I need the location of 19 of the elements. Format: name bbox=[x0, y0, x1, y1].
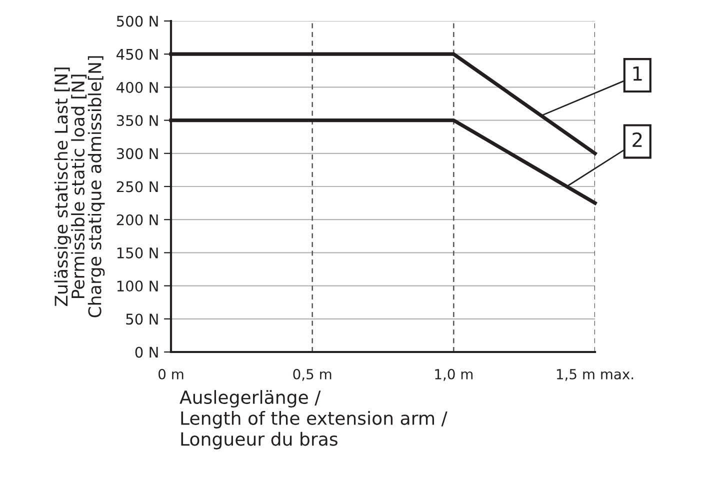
y-axis-title: Zulässige statische Last [N] Permissible static load [N] Charge statique admissible[N] bbox=[54, 56, 105, 318]
y-tick-label: 50 N bbox=[126, 314, 158, 325]
x-tick-label: 1,0 m bbox=[435, 368, 473, 381]
y-tick-label: 250 N bbox=[116, 181, 158, 192]
y-tick-label: 150 N bbox=[117, 247, 158, 258]
text: 1 bbox=[633, 66, 642, 81]
y-tick-label: 200 N bbox=[116, 214, 158, 226]
y-tick-label: 500 N bbox=[116, 16, 158, 27]
y-tick-label: 300 N bbox=[116, 148, 158, 160]
y-tick-label: 0 N bbox=[135, 346, 158, 358]
x-tick-label: 0,5 m bbox=[293, 368, 332, 381]
y-tick-label: 400 N bbox=[116, 82, 158, 93]
x-axis-title: Auslegerlänge / Length of the extension arm / Longueur du bras bbox=[180, 390, 448, 450]
y-tick-label: 450 N bbox=[116, 48, 158, 60]
y-tick-label: 350 N bbox=[116, 115, 158, 126]
text: 2 bbox=[632, 132, 642, 147]
x-tick-label: 0 m bbox=[158, 368, 184, 380]
y-tick-label: 100 N bbox=[117, 280, 158, 292]
x-tick-label: 1,5 m max. bbox=[556, 369, 634, 381]
